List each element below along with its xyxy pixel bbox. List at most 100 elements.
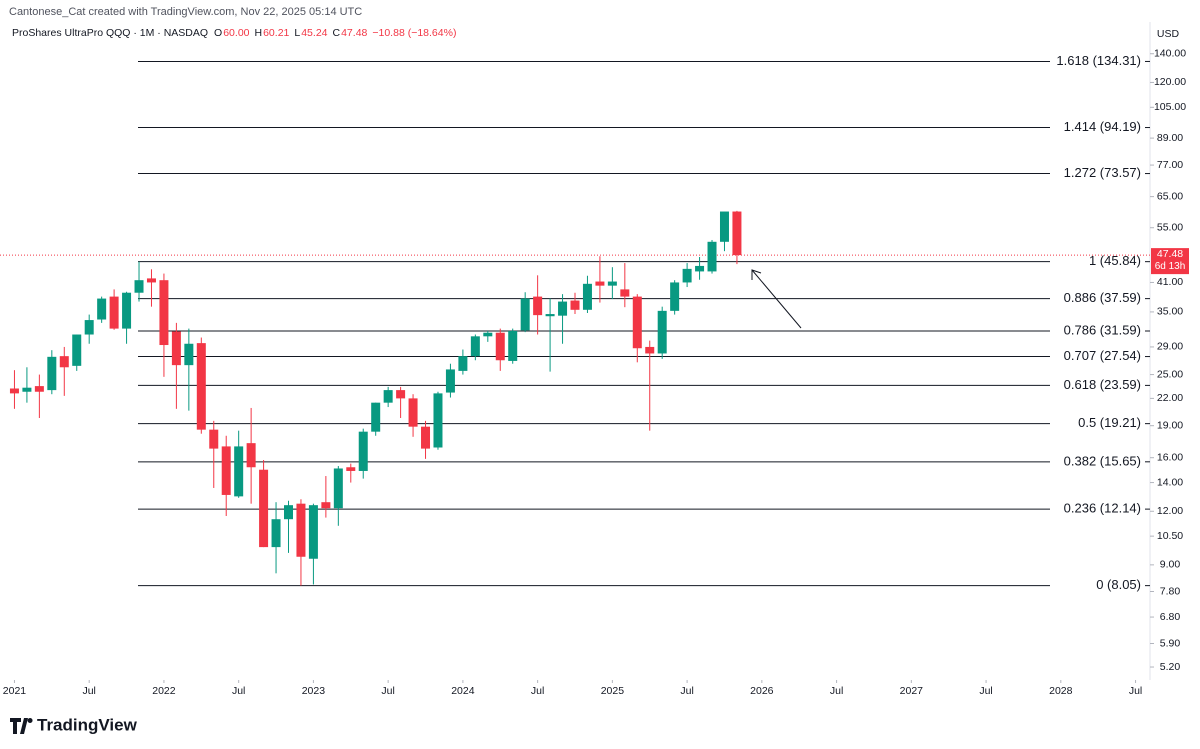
last-price-badge bbox=[1151, 248, 1189, 275]
x-tick-label: 2025 bbox=[601, 685, 625, 697]
fib-label: 1.414 (94.19) bbox=[1064, 119, 1141, 134]
candle-body bbox=[259, 469, 269, 548]
candle-body bbox=[508, 330, 518, 361]
candle-body bbox=[595, 281, 605, 286]
candle-body bbox=[695, 265, 705, 272]
fib-label: 0.236 (12.14) bbox=[1064, 501, 1141, 516]
candle-body bbox=[570, 300, 580, 310]
x-tick-label: 2022 bbox=[152, 685, 176, 697]
candle-body bbox=[421, 426, 431, 449]
candle-body bbox=[34, 386, 44, 392]
candle-body bbox=[732, 211, 742, 256]
candle-body bbox=[533, 296, 543, 316]
candle-body bbox=[22, 387, 32, 392]
x-tick-label: Jul bbox=[381, 685, 394, 697]
x-tick-label: 2023 bbox=[302, 685, 326, 697]
last-price-label: 47.48 bbox=[1157, 248, 1183, 260]
candle-body bbox=[59, 356, 69, 368]
candle-body bbox=[383, 390, 393, 403]
candle-body bbox=[520, 298, 530, 331]
candle-body bbox=[408, 398, 418, 427]
candle-body bbox=[321, 502, 331, 509]
symbol: ProShares UltraPro QQQ · 1M · NASDAQ bbox=[12, 27, 208, 39]
ohlc-value: 45.24 bbox=[301, 27, 327, 39]
y-tick-label: 89.00 bbox=[1157, 132, 1183, 144]
y-tick-label: 55.00 bbox=[1157, 222, 1183, 234]
y-tick-label: 41.00 bbox=[1157, 276, 1183, 288]
y-tick-label: 105.00 bbox=[1154, 101, 1186, 113]
y-tick-label: 9.00 bbox=[1160, 559, 1181, 571]
candle-body bbox=[9, 388, 19, 394]
x-tick-label: 2024 bbox=[451, 685, 475, 697]
fib-label: 1.272 (73.57) bbox=[1064, 165, 1141, 180]
fib-label: 0.886 (37.59) bbox=[1064, 290, 1141, 305]
candle-body bbox=[271, 519, 281, 548]
x-tick-label: Jul bbox=[232, 685, 245, 697]
y-tick-label: 6.80 bbox=[1160, 611, 1181, 623]
candle-body bbox=[657, 310, 667, 354]
x-tick-label: Jul bbox=[979, 685, 992, 697]
y-tick-label: 29.00 bbox=[1157, 341, 1183, 353]
y-tick-label: 120.00 bbox=[1154, 76, 1186, 88]
candle-body bbox=[632, 296, 642, 349]
logo-text: TradingView bbox=[37, 715, 138, 734]
ohlc-value: 60.21 bbox=[263, 27, 289, 39]
ohlc-value: 60.00 bbox=[223, 27, 249, 39]
ohlc-value: 47.48 bbox=[341, 27, 367, 39]
currency: USD bbox=[1157, 28, 1180, 40]
candle-body bbox=[620, 289, 630, 297]
x-tick-label: 2028 bbox=[1049, 685, 1073, 697]
candle-body bbox=[333, 468, 343, 509]
x-tick-label: Jul bbox=[680, 685, 693, 697]
fib-label: 1.618 (134.31) bbox=[1056, 53, 1141, 68]
y-tick-label: 5.90 bbox=[1160, 637, 1181, 649]
y-tick-label: 19.00 bbox=[1157, 419, 1183, 431]
x-tick-label: Jul bbox=[1129, 685, 1142, 697]
y-tick-label: 7.80 bbox=[1160, 585, 1181, 597]
y-tick-label: 22.00 bbox=[1157, 392, 1183, 404]
fib-label: 0 (8.05) bbox=[1096, 577, 1141, 592]
candle-body bbox=[134, 280, 144, 293]
ohlc-label: O bbox=[214, 27, 222, 39]
y-tick-label: 35.00 bbox=[1157, 306, 1183, 318]
candle-body bbox=[209, 429, 219, 449]
change: −10.88 (−18.64%) bbox=[372, 27, 456, 39]
x-tick-label: Jul bbox=[531, 685, 544, 697]
fib-label: 0.382 (15.65) bbox=[1064, 453, 1141, 468]
y-tick-label: 25.00 bbox=[1157, 368, 1183, 380]
candle-body bbox=[607, 281, 617, 286]
candle-body bbox=[234, 446, 244, 497]
candle-body bbox=[221, 446, 231, 495]
candle-body bbox=[122, 292, 132, 329]
y-tick-label: 65.00 bbox=[1157, 190, 1183, 202]
candle-body bbox=[84, 320, 94, 335]
candle-body bbox=[582, 283, 592, 310]
candle-body bbox=[184, 343, 194, 366]
candle-body bbox=[196, 343, 206, 430]
candle-body bbox=[433, 393, 443, 448]
candle-body bbox=[159, 280, 169, 346]
candle-body bbox=[445, 369, 455, 393]
candle-body bbox=[109, 296, 119, 329]
y-tick-label: 12.00 bbox=[1157, 505, 1183, 517]
candle-body bbox=[308, 505, 318, 559]
candle-body bbox=[171, 331, 181, 366]
candle-body bbox=[396, 390, 406, 399]
candle-body bbox=[47, 356, 57, 391]
ohlc: O60.00 H60.21 L45.24 C47.48 −10.88 (−18.64%) bbox=[214, 27, 456, 39]
ohlc-label: C bbox=[333, 27, 341, 39]
candle-body bbox=[558, 301, 568, 316]
y-tick-label: 10.50 bbox=[1157, 530, 1183, 542]
fib-label: 1 (45.84) bbox=[1089, 253, 1141, 268]
candle-body bbox=[346, 467, 356, 471]
candle-body bbox=[483, 332, 493, 337]
candle-body bbox=[545, 314, 555, 317]
attribution: Cantonese_Cat created with TradingView.c… bbox=[9, 6, 362, 18]
candle-body bbox=[670, 282, 680, 311]
countdown: 6d 13h bbox=[1155, 261, 1186, 272]
candle-body bbox=[72, 334, 82, 366]
candle-body bbox=[146, 278, 156, 283]
y-tick-label: 140.00 bbox=[1154, 48, 1186, 60]
candle-body bbox=[358, 431, 368, 471]
